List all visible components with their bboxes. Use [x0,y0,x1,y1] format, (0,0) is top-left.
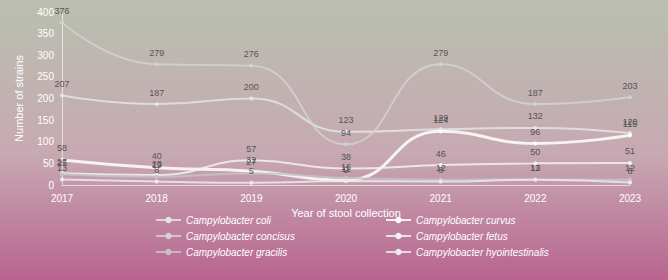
svg-text:2020: 2020 [335,193,358,204]
svg-text:51: 51 [625,146,635,156]
svg-text:Campylobacter gracilis: Campylobacter gracilis [186,247,287,258]
svg-text:5: 5 [249,166,254,176]
svg-text:132: 132 [528,111,543,121]
svg-text:279: 279 [433,48,448,58]
svg-text:200: 200 [37,93,54,104]
svg-text:Campylobacter curvus: Campylobacter curvus [416,215,515,226]
svg-text:12: 12 [530,163,540,173]
svg-text:2023: 2023 [619,193,642,204]
svg-text:27: 27 [246,157,256,167]
svg-text:300: 300 [37,50,54,61]
svg-text:6: 6 [627,166,632,176]
svg-text:Campylobacter coli: Campylobacter coli [186,215,272,226]
svg-text:115: 115 [623,119,637,129]
svg-text:400: 400 [37,7,54,18]
svg-text:2017: 2017 [51,193,74,204]
svg-text:187: 187 [149,88,164,98]
svg-text:2022: 2022 [524,193,547,204]
svg-text:8: 8 [438,165,443,175]
svg-text:19: 19 [151,160,162,171]
svg-text:11: 11 [341,163,351,174]
svg-text:2019: 2019 [240,193,263,204]
svg-text:187: 187 [528,88,543,98]
svg-text:100: 100 [37,136,54,147]
svg-text:57: 57 [246,144,256,154]
svg-text:58: 58 [57,143,67,153]
svg-text:276: 276 [244,49,259,59]
svg-text:0: 0 [48,180,54,191]
svg-text:Campylobacter fetus: Campylobacter fetus [416,231,508,242]
svg-text:200: 200 [244,82,259,92]
svg-text:150: 150 [37,115,54,126]
svg-text:50: 50 [530,147,540,157]
svg-text:123: 123 [338,115,353,125]
svg-text:12: 12 [435,163,446,174]
svg-text:350: 350 [37,28,54,39]
svg-text:50: 50 [43,158,55,169]
svg-text:Number of strains: Number of strains [13,55,25,142]
svg-text:203: 203 [622,81,637,91]
svg-text:207: 207 [54,79,69,89]
svg-text:13: 13 [57,163,67,173]
svg-text:Campylobacter hyointestinalis: Campylobacter hyointestinalis [416,247,549,258]
svg-text:40: 40 [151,151,162,162]
svg-text:250: 250 [37,71,54,82]
svg-text:124: 124 [433,115,448,125]
svg-text:9: 9 [343,165,348,175]
svg-text:94: 94 [341,128,351,138]
svg-text:27: 27 [57,156,67,167]
svg-text:Year of stool collection: Year of stool collection [291,207,401,219]
svg-text:38: 38 [341,152,351,162]
svg-text:Campylobacter concisus: Campylobacter concisus [186,231,295,242]
svg-text:2018: 2018 [146,193,169,204]
svg-text:13: 13 [530,163,540,173]
svg-text:46: 46 [436,149,446,159]
svg-text:96: 96 [530,127,540,137]
svg-text:2021: 2021 [430,193,453,204]
svg-text:16: 16 [341,161,351,172]
svg-text:376: 376 [54,6,69,16]
svg-text:12: 12 [625,163,635,174]
svg-text:8: 8 [154,165,159,175]
svg-text:279: 279 [149,48,164,58]
